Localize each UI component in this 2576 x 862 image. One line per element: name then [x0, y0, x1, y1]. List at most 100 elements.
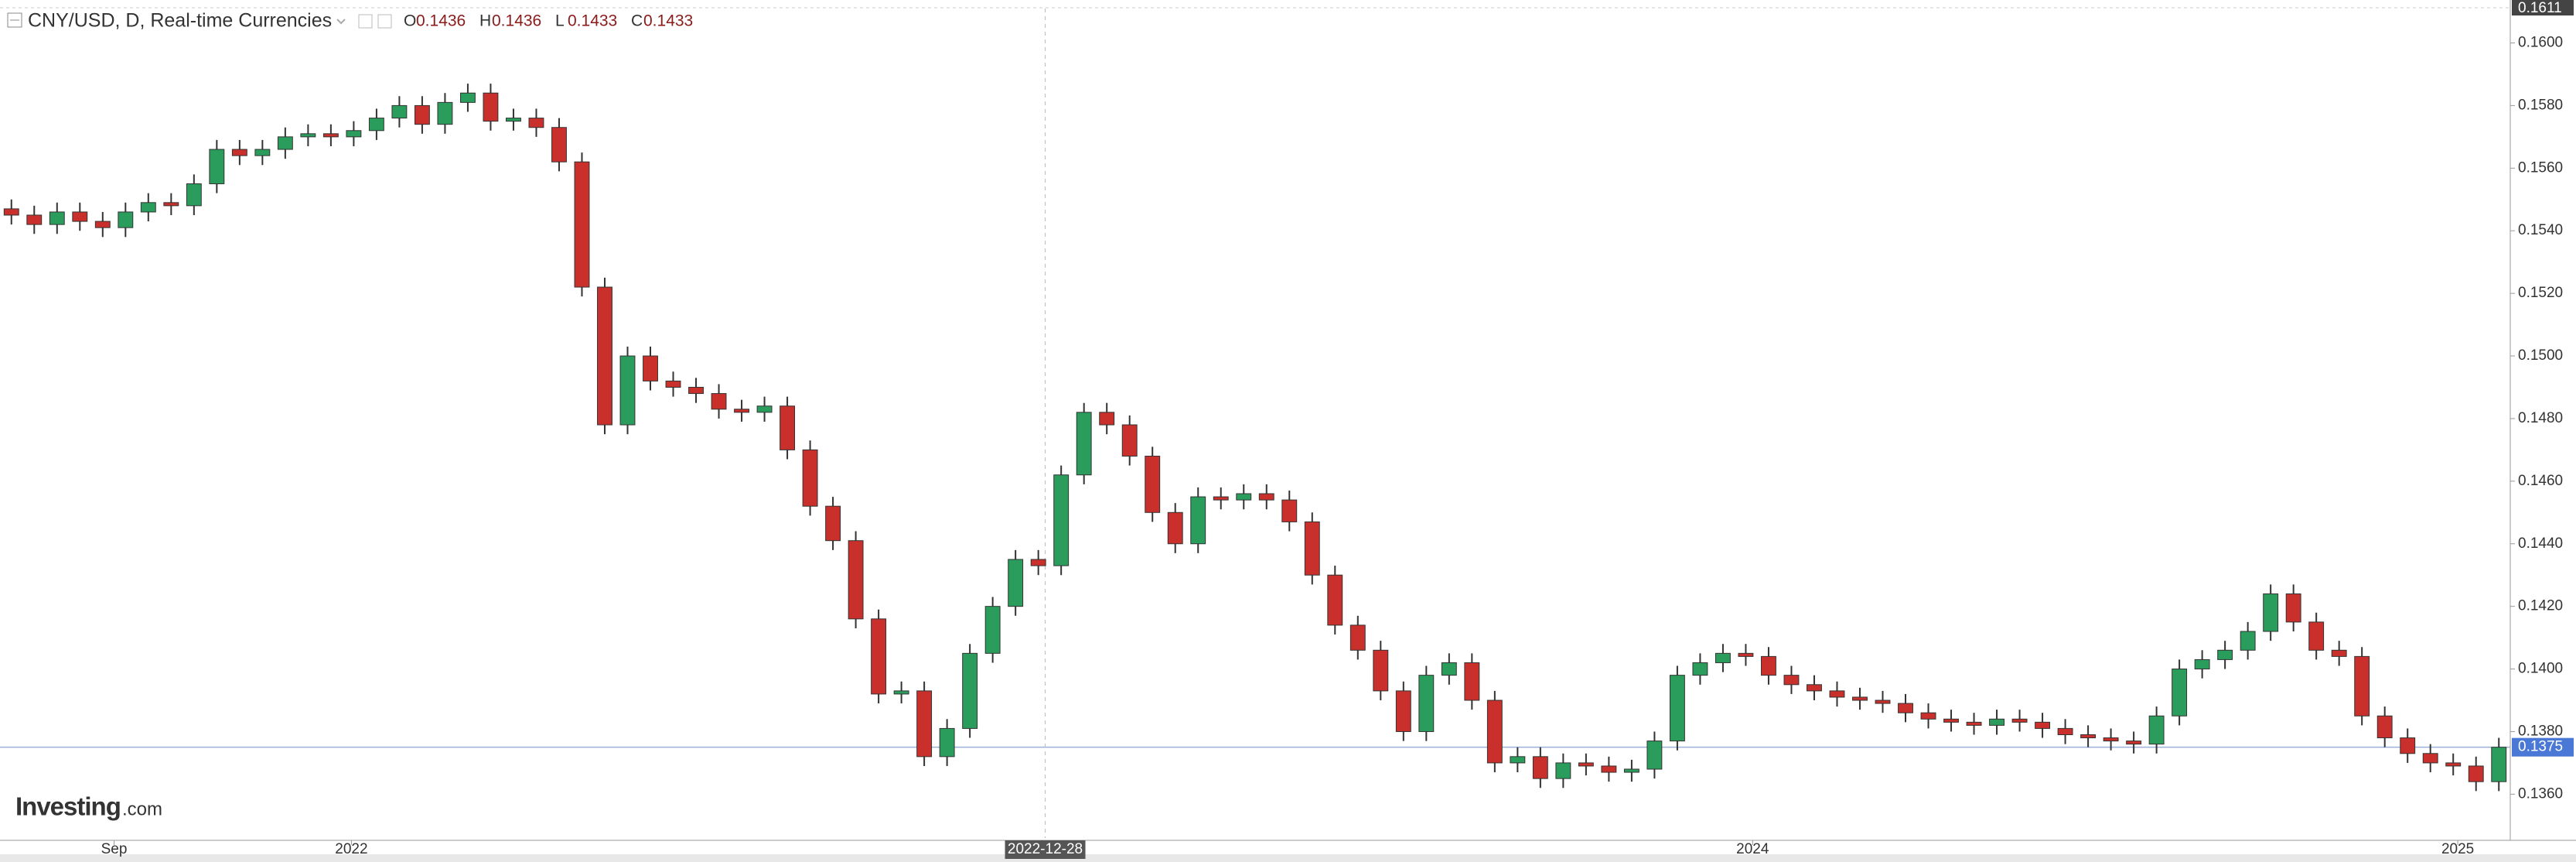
candle-body: [209, 149, 225, 185]
high-marker-box: [2512, 0, 2574, 15]
candle-body: [1258, 493, 1274, 501]
candle-body: [186, 183, 202, 207]
candle-body: [1738, 652, 1754, 657]
ohlc-key: C: [631, 12, 643, 30]
candle-body: [2057, 727, 2073, 736]
candle-body: [231, 149, 247, 156]
brand-name: Investing: [15, 792, 121, 821]
candle-body: [1852, 696, 1868, 701]
x-tick-label: 2022: [335, 841, 367, 857]
candle-body: [2400, 737, 2416, 754]
candle-body: [619, 355, 636, 426]
candle-body: [1761, 655, 1776, 676]
candle-body: [2445, 762, 2462, 767]
candle-body: [322, 133, 339, 138]
scroll-bar[interactable]: [0, 854, 2576, 862]
candle-body: [688, 386, 704, 395]
candle-body: [1145, 455, 1161, 513]
ohlc-value: 0.1433: [643, 12, 693, 30]
candle-body: [848, 540, 864, 620]
crosshair-box: [1005, 840, 1086, 859]
candle-body: [1418, 675, 1435, 732]
title-dropdown[interactable]: [336, 19, 346, 25]
candle-body: [2331, 649, 2347, 657]
candle-body: [1510, 756, 1526, 764]
candle-body: [459, 92, 476, 103]
candle-body: [277, 136, 293, 150]
x-tick-label: Sep: [101, 841, 128, 857]
candle-body: [391, 104, 408, 119]
candle-body: [1578, 762, 1594, 767]
candle-body: [802, 449, 818, 507]
candle-body: [49, 211, 65, 225]
candle-body: [2080, 734, 2097, 739]
ohlc-key: L: [555, 12, 565, 30]
last-price-label: 0.1375: [2518, 739, 2563, 755]
brand-suffix: .com: [122, 799, 162, 819]
candle-body: [1486, 700, 1503, 764]
candle-body: [3, 208, 19, 216]
candle-body: [118, 211, 134, 228]
candle-body: [1464, 662, 1480, 701]
candle-body: [551, 127, 567, 162]
candle-body: [94, 221, 111, 228]
candle-body: [2354, 655, 2370, 717]
candle-body: [1555, 762, 1571, 779]
candle-body: [711, 393, 727, 410]
ohlc-legend: O 0.1436 H 0.1436 L 0.1433 C 0.1433: [404, 12, 693, 30]
candle-body: [1646, 741, 1663, 770]
candle-body: [2217, 649, 2233, 660]
candle-body: [2194, 658, 2210, 670]
candle-body: [1327, 574, 1343, 626]
candle-body: [414, 104, 430, 125]
candle-body: [2148, 715, 2165, 745]
x-tick-label: 2024: [1736, 841, 1769, 857]
candle-body: [1236, 493, 1252, 501]
high-marker-label: 0.1611: [2518, 0, 2562, 16]
crosshair-label: 2022-12-28: [1008, 841, 1083, 857]
candle-body: [1692, 662, 1708, 676]
candle-body: [1167, 511, 1183, 545]
candle-body: [1030, 559, 1046, 566]
y-tick-label: 0.1560: [2518, 159, 2563, 176]
candle-body: [2011, 718, 2028, 723]
candle-body: [1532, 756, 1548, 779]
candle-body: [2240, 631, 2256, 651]
candle-body: [72, 211, 88, 222]
candle-body: [300, 133, 316, 138]
candle-body: [1920, 712, 1936, 720]
candle-body: [1053, 474, 1070, 566]
candle-body: [26, 214, 43, 225]
y-tick-label: 0.1420: [2518, 598, 2563, 614]
ohlc-key: O: [404, 12, 416, 30]
candle-body: [368, 118, 384, 132]
candle-body: [2035, 721, 2051, 729]
candle-body: [1190, 496, 1206, 545]
y-tick-label: 0.1500: [2518, 347, 2563, 364]
candle-body: [163, 202, 179, 207]
close-icon[interactable]: [377, 14, 392, 29]
y-tick-label: 0.1600: [2518, 35, 2563, 51]
candle-body: [1076, 412, 1092, 476]
candle-body: [984, 606, 1001, 654]
y-tick-label: 0.1380: [2518, 723, 2563, 739]
candle-body: [528, 118, 544, 128]
candle-body: [1875, 700, 1891, 704]
y-tick-label: 0.1580: [2518, 97, 2563, 113]
collapse-icon[interactable]: [7, 12, 22, 28]
candle-body: [1669, 675, 1685, 742]
candle-body: [939, 727, 955, 758]
ohlc-value: 0.1436: [492, 12, 541, 30]
settings-icon[interactable]: [358, 14, 373, 29]
candle-body: [483, 92, 499, 122]
candle-body: [2285, 593, 2301, 623]
candle-body: [597, 286, 612, 426]
ohlc-key: H: [479, 12, 491, 30]
candle-body: [1213, 496, 1229, 501]
x-tick-label: 2025: [2441, 841, 2474, 857]
candle-body: [1714, 652, 1731, 663]
candle-body: [1943, 718, 1959, 723]
candle-body: [1601, 765, 1617, 773]
